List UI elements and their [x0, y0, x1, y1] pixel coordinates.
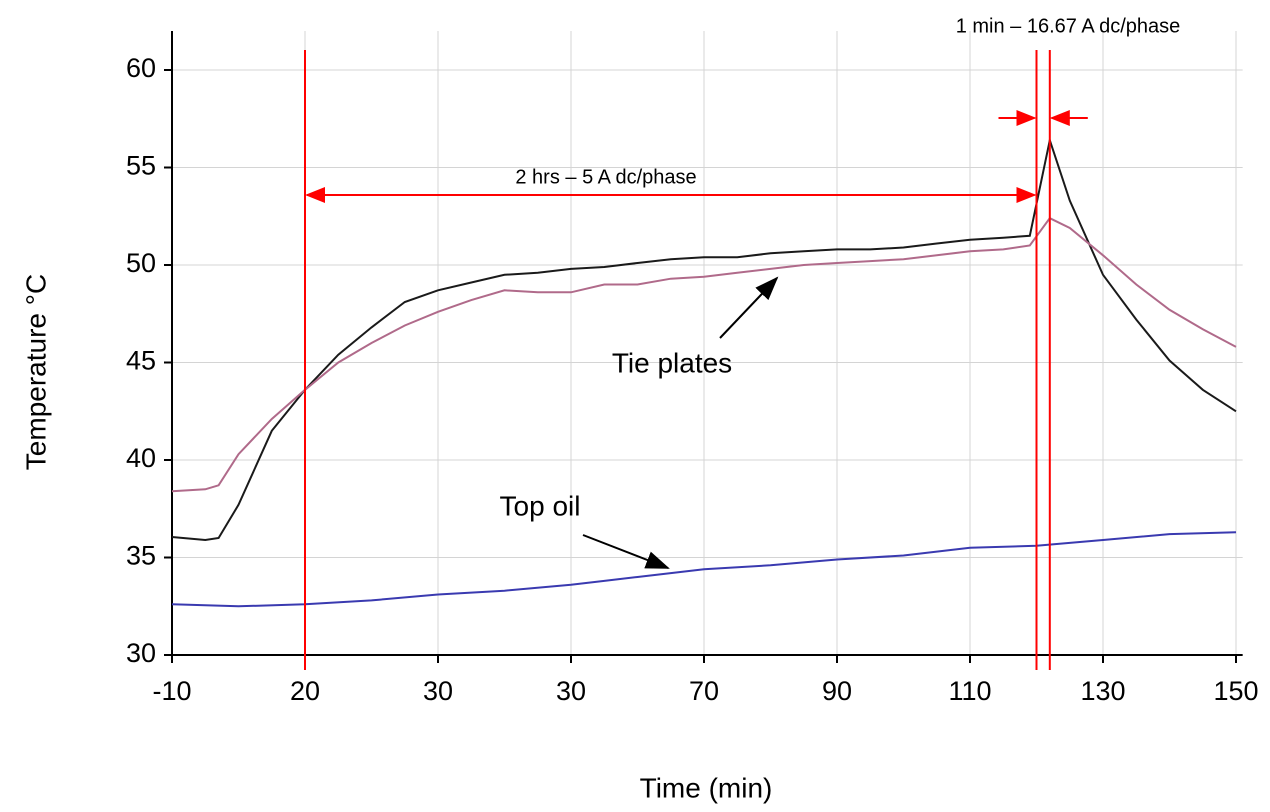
x-tick-label: 30	[423, 676, 453, 706]
annotation-arrow	[719, 276, 779, 339]
x-tick-label: 110	[948, 676, 991, 706]
x-tick-label: -10	[152, 676, 191, 706]
grid	[171, 31, 1243, 656]
x-tick-label: 130	[1080, 676, 1125, 706]
x-tick-label: 70	[689, 676, 719, 706]
x-tick-label: 90	[822, 676, 852, 706]
series-line	[171, 136, 1237, 542]
annotation: 1 min – 16.67 A dc/phase	[956, 15, 1181, 37]
y-tick-label: 35	[126, 541, 156, 571]
annotation-arrow	[582, 534, 670, 569]
x-axis-title: Time (min)	[640, 772, 773, 803]
y-tick-label: 40	[126, 443, 156, 473]
annotation: 2 hrs – 5 A dc/phase	[515, 166, 696, 188]
y-tick-label: 30	[126, 638, 156, 668]
series-line	[171, 531, 1237, 608]
y-tick-label: 55	[126, 151, 156, 181]
y-tick-label: 50	[126, 248, 156, 278]
x-tick-label: 30	[556, 676, 586, 706]
y-tick-label: 60	[126, 53, 156, 83]
y-tick-label: 45	[126, 346, 156, 376]
series-line	[171, 216, 1237, 493]
x-tick-label: 20	[290, 676, 320, 706]
y-axis-title: Temperature °C	[20, 274, 51, 470]
x-tick-label: 150	[1213, 676, 1258, 706]
annotation: Tie plates	[612, 347, 732, 378]
annotation: Top oil	[500, 490, 581, 521]
